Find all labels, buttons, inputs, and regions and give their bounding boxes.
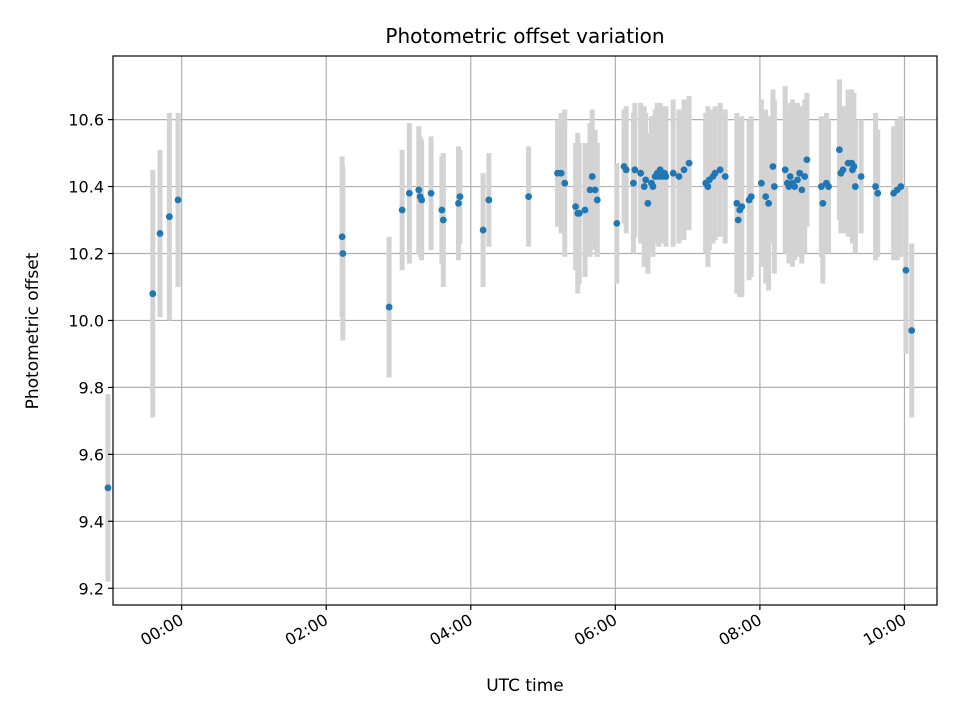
data-point bbox=[385, 303, 393, 311]
data-point bbox=[733, 199, 741, 207]
data-point bbox=[438, 206, 446, 214]
data-point bbox=[479, 226, 487, 234]
data-point bbox=[622, 166, 630, 174]
data-point bbox=[825, 183, 832, 190]
data-point bbox=[165, 213, 173, 221]
data-point bbox=[902, 266, 910, 274]
data-point bbox=[781, 166, 789, 174]
data-point bbox=[591, 186, 599, 194]
chart-title: Photometric offset variation bbox=[385, 24, 664, 48]
y-axis-label: Photometric offset bbox=[23, 252, 43, 409]
data-point bbox=[803, 156, 811, 164]
data-point bbox=[765, 199, 772, 207]
data-point bbox=[642, 176, 650, 184]
data-point bbox=[757, 179, 765, 187]
data-point bbox=[798, 186, 806, 194]
data-point bbox=[405, 189, 413, 197]
data-point bbox=[156, 230, 164, 237]
data-point bbox=[630, 179, 637, 187]
data-point bbox=[669, 169, 677, 177]
data-point bbox=[662, 173, 670, 180]
data-point bbox=[586, 186, 594, 194]
plot-frame bbox=[112, 55, 938, 606]
data-point bbox=[485, 196, 493, 204]
data-point bbox=[897, 183, 905, 190]
data-point bbox=[786, 173, 794, 180]
data-point bbox=[593, 196, 601, 204]
data-point bbox=[613, 219, 621, 227]
data-point bbox=[721, 173, 729, 180]
data-point bbox=[455, 199, 462, 207]
data-point bbox=[738, 203, 746, 211]
data-point bbox=[418, 196, 426, 204]
data-points bbox=[104, 146, 916, 492]
data-point bbox=[561, 179, 569, 187]
y-tick-label: 10.4 bbox=[68, 178, 104, 197]
data-point bbox=[711, 169, 719, 177]
data-point bbox=[839, 166, 847, 174]
data-point bbox=[704, 183, 712, 190]
data-point bbox=[796, 169, 804, 177]
y-tick-label: 10.6 bbox=[68, 111, 104, 130]
data-point bbox=[770, 183, 778, 190]
data-point bbox=[680, 166, 688, 174]
data-point bbox=[857, 173, 865, 180]
data-point bbox=[575, 209, 583, 217]
data-point bbox=[427, 189, 435, 197]
data-point bbox=[819, 199, 827, 207]
data-point bbox=[640, 183, 648, 190]
data-point bbox=[836, 146, 843, 154]
data-point bbox=[908, 327, 916, 334]
data-point bbox=[338, 233, 346, 241]
data-point bbox=[649, 183, 657, 190]
data-point bbox=[685, 159, 693, 167]
data-point bbox=[791, 183, 799, 190]
y-tick-label: 9.8 bbox=[79, 378, 104, 397]
y-tick-label: 10.2 bbox=[68, 245, 104, 264]
data-point bbox=[149, 290, 157, 298]
data-point bbox=[644, 199, 652, 207]
data-point bbox=[174, 196, 182, 204]
y-tick-label: 9.6 bbox=[79, 445, 104, 464]
data-point bbox=[675, 173, 683, 180]
data-point bbox=[637, 169, 645, 177]
data-point bbox=[581, 206, 589, 214]
y-axis-ticks: 9.2 9.4 9.6 9.8 10.0 10.2 10.4 10.6 bbox=[68, 111, 113, 598]
data-point bbox=[398, 206, 406, 214]
data-point bbox=[588, 173, 596, 180]
data-point bbox=[762, 193, 770, 200]
data-point bbox=[104, 484, 112, 492]
y-tick-label: 10.0 bbox=[68, 311, 104, 330]
data-point bbox=[572, 203, 579, 211]
data-point bbox=[339, 250, 347, 257]
data-point bbox=[439, 216, 447, 224]
data-point bbox=[631, 166, 639, 174]
data-point bbox=[874, 189, 882, 197]
data-point bbox=[456, 193, 464, 200]
data-point bbox=[747, 193, 755, 200]
y-tick-label: 9.2 bbox=[79, 579, 104, 598]
data-point bbox=[817, 183, 825, 190]
y-tick-label: 9.4 bbox=[79, 512, 104, 531]
data-point bbox=[872, 183, 879, 190]
data-point bbox=[769, 163, 777, 170]
data-point bbox=[794, 176, 801, 184]
x-axis-label: UTC time bbox=[486, 676, 564, 696]
data-point bbox=[557, 169, 565, 177]
data-point bbox=[415, 186, 423, 194]
data-point bbox=[801, 173, 809, 180]
data-point bbox=[850, 163, 858, 170]
data-point bbox=[851, 183, 859, 190]
data-point bbox=[525, 193, 533, 200]
data-point bbox=[716, 166, 724, 174]
data-point bbox=[734, 216, 742, 224]
